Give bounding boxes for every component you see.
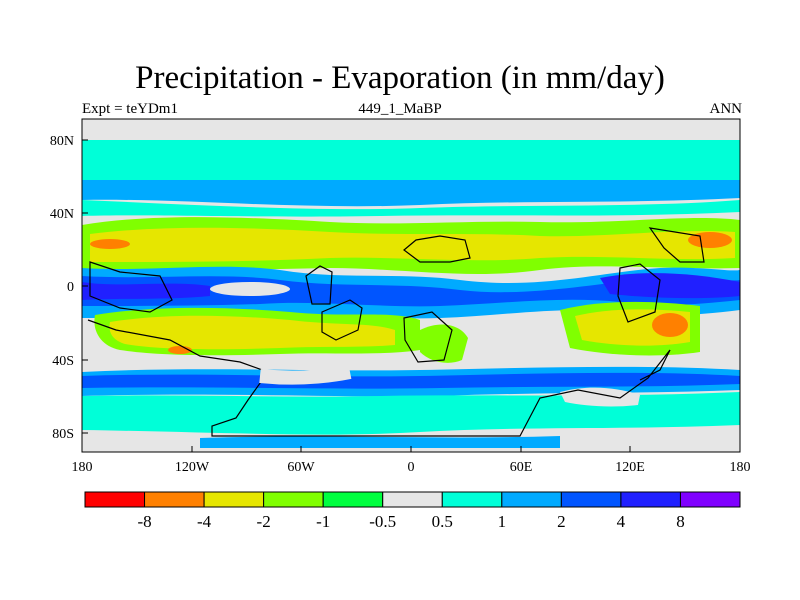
band-midlat-edge xyxy=(82,200,740,217)
dry-patch-africa xyxy=(420,324,468,363)
x-axis: 180 120W 60W 0 60E 120E 180 xyxy=(72,446,751,475)
coastline-asia xyxy=(648,227,705,263)
dry-patch-south xyxy=(560,387,640,407)
y-tick-label: 40S xyxy=(52,354,74,369)
y-tick-label: 40N xyxy=(50,207,74,222)
colorbar-swatch xyxy=(382,491,443,508)
southern-ocean-core xyxy=(82,372,740,389)
chart-title: Precipitation - Evaporation (in mm/day) xyxy=(135,60,665,96)
time-label: 449_1_MaBP xyxy=(358,101,442,117)
coastline-india xyxy=(617,263,661,323)
x-tick-label: 0 xyxy=(408,460,415,475)
y-tick-label: 80N xyxy=(50,134,74,149)
experiment-label: Expt = teYDm1 xyxy=(82,101,178,117)
colorbar-swatch xyxy=(322,491,384,508)
colorbar-swatch xyxy=(560,491,622,508)
coastline-antarctica xyxy=(87,319,671,437)
colorbar-label: 8 xyxy=(676,512,685,531)
dry-tongue-pacific xyxy=(210,282,290,296)
coastline-west-landmass xyxy=(89,261,173,313)
antarctic-wet xyxy=(200,436,560,448)
colorbar-swatch xyxy=(84,491,146,508)
colorbar-label: -2 xyxy=(257,512,271,531)
x-tick-label: 60E xyxy=(510,460,533,475)
contour-field xyxy=(82,119,740,452)
itcz-core-west xyxy=(82,282,210,300)
colorbar-label: -1 xyxy=(316,512,330,531)
y-tick-label: 0 xyxy=(67,280,74,295)
colorbar-label: -8 xyxy=(137,512,151,531)
dry-belt-south-pacific xyxy=(109,315,395,350)
colorbar-swatch xyxy=(144,491,205,508)
colorbar-label: 4 xyxy=(617,512,626,531)
coastline-south-america xyxy=(321,299,363,341)
colorbar-swatch xyxy=(441,491,503,508)
dry-core-nw xyxy=(90,239,130,249)
band-subarctic xyxy=(82,140,740,180)
coastline-south-america-north xyxy=(305,265,333,305)
colorbar: -8 -4 -2 -1 -0.5 0.5 1 2 4 8 xyxy=(84,491,741,531)
dry-belt-north xyxy=(90,227,735,262)
colorbar-label: -4 xyxy=(197,512,212,531)
coastline-africa xyxy=(403,311,453,363)
y-axis: 80N 40N 0 40S 80S xyxy=(50,134,88,442)
coastline-north-africa xyxy=(403,235,471,263)
dry-core-ne xyxy=(688,232,732,248)
x-tick-label: 120E xyxy=(615,460,645,475)
antarctic-dry-tongue xyxy=(259,365,352,385)
colorbar-label: -0.5 xyxy=(369,512,396,531)
colorbar-swatch xyxy=(203,491,265,508)
x-tick-label: 180 xyxy=(72,460,93,475)
season-label: ANN xyxy=(709,101,743,117)
dry-core-se xyxy=(652,313,688,337)
band-midlat-storm xyxy=(82,180,740,207)
x-tick-label: 180 xyxy=(730,460,751,475)
colorbar-swatch xyxy=(263,491,324,508)
colorbar-label: 0.5 xyxy=(432,512,453,531)
itcz-core-east xyxy=(600,273,740,299)
colorbar-label: 1 xyxy=(498,512,507,531)
x-tick-label: 60W xyxy=(287,460,315,475)
colorbar-swatch xyxy=(679,491,741,508)
colorbar-label: 2 xyxy=(557,512,566,531)
x-tick-label: 120W xyxy=(175,460,210,475)
y-tick-label: 80S xyxy=(52,427,74,442)
colorbar-swatch xyxy=(501,491,562,508)
colorbar-swatch xyxy=(620,491,681,508)
